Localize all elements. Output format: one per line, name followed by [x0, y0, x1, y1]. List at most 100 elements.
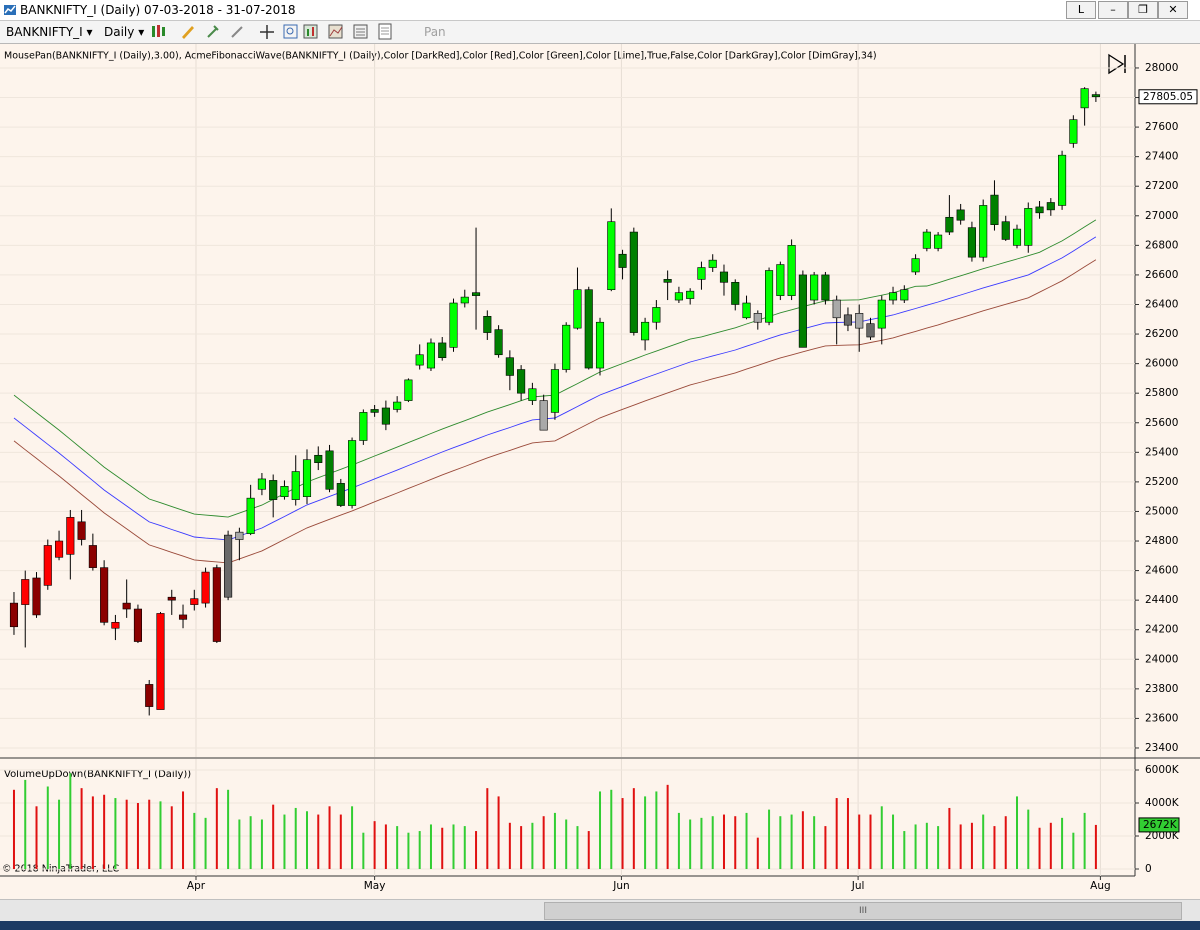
- volume-bar: [463, 826, 466, 870]
- candle-body: [866, 323, 875, 338]
- play-icon[interactable]: [1108, 53, 1126, 75]
- volume-bar: [317, 814, 320, 870]
- volume-bar: [542, 816, 545, 870]
- candle-body: [731, 282, 740, 305]
- candle-body: [32, 577, 41, 616]
- pan-button[interactable]: Pan: [424, 25, 446, 39]
- candle-body: [528, 388, 537, 401]
- candle-body: [460, 296, 469, 304]
- candle-body: [224, 534, 233, 598]
- volume-bar: [91, 796, 94, 870]
- volume-bar: [227, 789, 230, 870]
- candle-body: [438, 342, 447, 359]
- y-tick-label: 27200: [1145, 180, 1178, 192]
- volume-bar: [1072, 832, 1075, 870]
- y-tick-label: 24200: [1145, 624, 1178, 636]
- volume-bar: [1038, 827, 1041, 870]
- candle-body: [156, 613, 165, 710]
- candle-body: [945, 216, 954, 233]
- candle-body: [122, 602, 131, 610]
- candle-body: [1024, 208, 1033, 246]
- candle-body: [1001, 221, 1010, 240]
- volume-bar: [125, 799, 128, 870]
- volume-bar: [260, 819, 263, 870]
- y-tick-label: 4000K: [1145, 797, 1180, 809]
- volume-bar: [58, 799, 61, 870]
- candle-body: [336, 483, 345, 506]
- y-tick-label: 26200: [1145, 328, 1178, 340]
- volume-bar: [914, 824, 917, 870]
- volume-bar: [475, 831, 478, 870]
- instrument-selector[interactable]: BANKNIFTY_I ▾: [6, 25, 93, 39]
- candle-body: [1035, 206, 1044, 214]
- candle-body: [979, 205, 988, 258]
- volume-bar: [576, 826, 579, 870]
- candle-body: [550, 369, 559, 413]
- candle-body: [562, 324, 571, 370]
- volume-bar: [396, 826, 399, 870]
- candle-body: [843, 314, 853, 326]
- candle-body: [235, 531, 244, 540]
- restore-button[interactable]: ❐: [1128, 1, 1158, 19]
- volume-bar: [497, 796, 500, 870]
- last-price-box: [1138, 89, 1198, 105]
- candle-body: [1012, 228, 1022, 246]
- candle-body: [753, 313, 762, 323]
- minimize-button[interactable]: –: [1098, 1, 1128, 19]
- candle-body: [449, 302, 458, 348]
- volume-bar: [711, 816, 714, 870]
- y-tick-label: 24000: [1145, 653, 1178, 665]
- candle-body: [1058, 154, 1067, 206]
- volume-bar: [249, 816, 252, 870]
- y-tick-label: 25000: [1145, 505, 1178, 517]
- volume-bar: [756, 837, 759, 870]
- candle-body: [990, 194, 999, 225]
- volume-bar: [272, 804, 275, 870]
- volume-bar: [1027, 809, 1030, 870]
- volume-bar: [689, 819, 692, 870]
- volume-bar: [903, 831, 906, 870]
- candle-body: [922, 231, 931, 249]
- candle-body: [43, 545, 52, 586]
- candle-body: [629, 231, 638, 333]
- candle-body: [9, 602, 19, 628]
- volume-bar: [1061, 817, 1064, 870]
- volume-bar: [835, 798, 838, 870]
- y-tick-label: 27400: [1145, 151, 1178, 163]
- candle-body: [967, 227, 976, 258]
- period-selector[interactable]: Daily ▾: [104, 25, 145, 39]
- candle-body: [1091, 94, 1100, 98]
- candle-body: [832, 299, 841, 319]
- link-button[interactable]: L: [1066, 1, 1096, 19]
- volume-bar: [204, 817, 207, 870]
- window-title: BANKNIFTY_I (Daily) 07-03-2018 - 31-07-2…: [20, 3, 296, 17]
- app-icon: [4, 5, 16, 15]
- volume-bar: [373, 821, 376, 870]
- horizontal-scrollbar[interactable]: III: [0, 899, 1200, 921]
- candle-body: [280, 486, 289, 497]
- volume-bar: [892, 814, 895, 870]
- candle-body: [584, 289, 593, 369]
- y-tick-label: 27000: [1145, 210, 1178, 222]
- close-button[interactable]: ✕: [1158, 1, 1188, 19]
- y-tick-label: 24400: [1145, 594, 1178, 606]
- candle-body: [178, 614, 188, 620]
- candle-body: [911, 258, 920, 273]
- volume-bar: [722, 814, 725, 870]
- y-tick-label: 25600: [1145, 417, 1178, 429]
- y-tick-label: 23800: [1145, 683, 1178, 695]
- candle-body: [246, 497, 255, 534]
- x-tick-label: Aug: [1090, 880, 1111, 892]
- y-tick-label: 28000: [1145, 62, 1178, 74]
- candle-body: [302, 459, 312, 497]
- candle-body: [618, 253, 627, 268]
- title-bar: BANKNIFTY_I (Daily) 07-03-2018 - 31-07-2…: [0, 0, 1200, 21]
- candle-body: [88, 545, 97, 568]
- scroll-thumb[interactable]: III: [544, 902, 1182, 920]
- volume-bar: [632, 788, 635, 870]
- volume-bar: [486, 788, 489, 870]
- candle-body: [55, 540, 64, 558]
- volume-bar: [182, 791, 185, 870]
- candle-body: [539, 400, 548, 431]
- volume-bar: [136, 803, 139, 870]
